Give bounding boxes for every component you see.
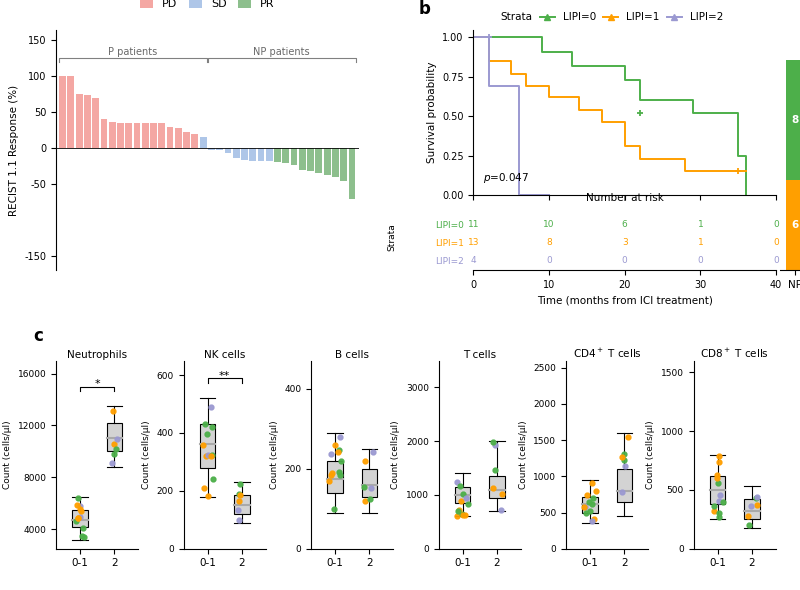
Bar [241, 148, 248, 160]
Bar [786, 180, 800, 270]
Text: a: a [20, 0, 31, 4]
Bar [340, 148, 347, 181]
Bar [117, 123, 124, 148]
Text: NP patients: NP patients [254, 47, 310, 57]
Bar [67, 76, 74, 148]
Bar [109, 122, 115, 148]
FancyBboxPatch shape [489, 476, 505, 497]
Text: *: * [94, 379, 100, 389]
Bar [142, 123, 149, 148]
Bar [191, 134, 198, 148]
Text: b: b [419, 0, 431, 18]
X-axis label: Time (months from ICI treatment): Time (months from ICI treatment) [537, 296, 713, 306]
Title: B cells: B cells [335, 350, 370, 360]
Bar [332, 148, 338, 177]
Bar [84, 95, 90, 148]
Y-axis label: Strata: Strata [387, 224, 396, 251]
Bar [92, 98, 99, 148]
Bar [59, 76, 66, 148]
Bar [183, 132, 190, 148]
Bar [274, 148, 281, 162]
Title: CD4$^+$ T cells: CD4$^+$ T cells [573, 347, 642, 360]
Bar [250, 148, 256, 161]
Bar [175, 128, 182, 148]
Y-axis label: Survival probability: Survival probability [426, 61, 437, 163]
Text: 6: 6 [791, 220, 798, 230]
Text: P patients: P patients [108, 47, 158, 57]
Bar [315, 148, 322, 173]
Text: 0: 0 [698, 256, 703, 265]
Y-axis label: Count (cells/µl): Count (cells/µl) [519, 420, 528, 489]
Legend: Strata, LIPI=0, LIPI=1, LIPI=2: Strata, LIPI=0, LIPI=1, LIPI=2 [474, 8, 727, 27]
Text: 10: 10 [543, 219, 555, 228]
Text: 13: 13 [468, 238, 479, 247]
FancyBboxPatch shape [362, 468, 377, 497]
Bar [208, 148, 214, 150]
FancyBboxPatch shape [327, 461, 342, 493]
Bar [200, 137, 206, 148]
Bar [324, 148, 330, 175]
Bar [266, 148, 273, 161]
Y-axis label: RECIST 1.1 Response (%): RECIST 1.1 Response (%) [9, 84, 18, 215]
Text: Number at risk: Number at risk [586, 193, 664, 203]
Y-axis label: Count (cells/µl): Count (cells/µl) [646, 420, 655, 489]
FancyBboxPatch shape [234, 495, 250, 514]
Bar [282, 148, 289, 163]
Text: 6: 6 [622, 219, 628, 228]
Y-axis label: Count (cells/µl): Count (cells/µl) [142, 420, 151, 489]
Title: T cells: T cells [463, 350, 496, 360]
Text: 1: 1 [698, 238, 703, 247]
Bar [786, 60, 800, 180]
FancyBboxPatch shape [582, 497, 598, 513]
Text: 8: 8 [791, 115, 798, 125]
Text: 8: 8 [546, 238, 552, 247]
Text: 0: 0 [773, 219, 779, 228]
Bar [166, 127, 174, 148]
FancyBboxPatch shape [72, 510, 88, 527]
Text: 0: 0 [622, 256, 628, 265]
FancyBboxPatch shape [710, 476, 726, 504]
Text: 1: 1 [698, 219, 703, 228]
Title: CD8$^+$ T cells: CD8$^+$ T cells [700, 347, 770, 360]
Y-axis label: Count (cells/µl): Count (cells/µl) [3, 420, 12, 489]
Bar [158, 123, 165, 148]
FancyBboxPatch shape [455, 487, 470, 503]
Bar [258, 148, 264, 161]
FancyBboxPatch shape [106, 423, 122, 451]
Y-axis label: Count (cells/µl): Count (cells/µl) [270, 420, 278, 489]
Text: 0: 0 [546, 256, 552, 265]
Bar [233, 148, 239, 158]
FancyBboxPatch shape [200, 424, 215, 468]
Title: Neutrophils: Neutrophils [67, 350, 127, 360]
Text: 4: 4 [470, 256, 476, 265]
Bar [76, 94, 82, 148]
Title: NK cells: NK cells [204, 350, 246, 360]
Text: 0: 0 [773, 256, 779, 265]
Text: 3: 3 [622, 238, 628, 247]
Text: c: c [33, 327, 43, 345]
Text: **: ** [219, 371, 230, 381]
Bar [349, 148, 355, 198]
FancyBboxPatch shape [617, 469, 632, 502]
Bar [307, 148, 314, 171]
Bar [225, 148, 231, 153]
Bar [126, 123, 132, 148]
Bar [299, 148, 306, 170]
Bar [290, 148, 298, 165]
Bar [134, 123, 140, 148]
Legend: PD, SD, PR: PD, SD, PR [136, 0, 279, 14]
Y-axis label: Count (cells/µl): Count (cells/µl) [391, 420, 400, 489]
FancyBboxPatch shape [744, 499, 760, 519]
Text: 0: 0 [773, 238, 779, 247]
Text: $\it{p}$=0.047: $\it{p}$=0.047 [482, 171, 529, 185]
Text: 11: 11 [468, 219, 479, 228]
Bar [101, 119, 107, 148]
Bar [150, 123, 157, 148]
Bar [216, 148, 223, 150]
